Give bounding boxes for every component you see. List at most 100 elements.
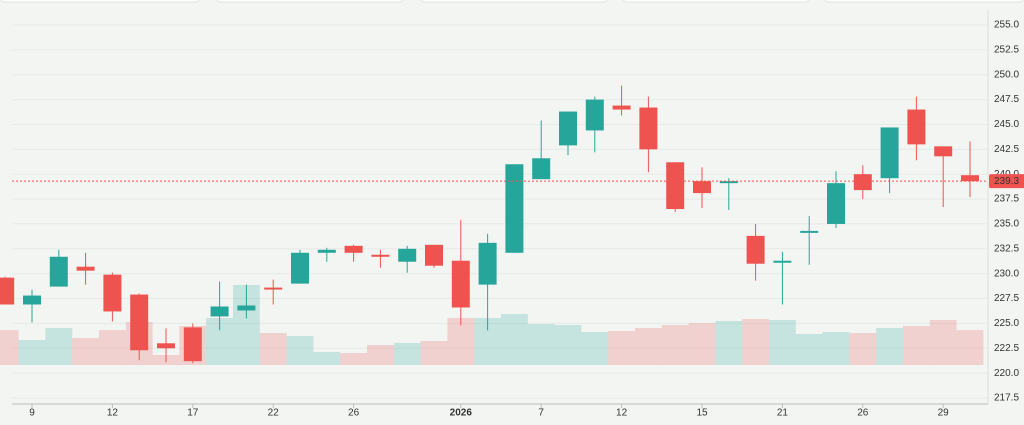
candle-body bbox=[666, 162, 685, 210]
candle-body bbox=[559, 111, 577, 146]
candle-body bbox=[210, 306, 229, 317]
top-tabs bbox=[0, 0, 1024, 3]
candle-body bbox=[183, 327, 202, 362]
candle-layer bbox=[0, 85, 979, 364]
candle-body bbox=[934, 146, 953, 157]
candle-body bbox=[532, 158, 551, 180]
volume-bar bbox=[822, 332, 850, 365]
y-tick-label: 255.0 bbox=[994, 20, 1019, 31]
candle-body bbox=[827, 183, 845, 224]
volume-bar bbox=[72, 338, 99, 365]
candle-body bbox=[478, 242, 497, 285]
candle-body bbox=[451, 260, 470, 308]
candle-body bbox=[505, 164, 524, 253]
volume-bar bbox=[929, 320, 957, 365]
x-tick-label: 15 bbox=[696, 408, 708, 419]
y-tick-label: 242.5 bbox=[994, 144, 1019, 155]
x-tick-label: 9 bbox=[29, 408, 35, 419]
y-tick-label: 250.0 bbox=[994, 69, 1019, 80]
volume-bar bbox=[18, 340, 46, 365]
x-tick-label: 7 bbox=[538, 408, 544, 419]
candle-body bbox=[157, 343, 175, 349]
volume-bar bbox=[0, 330, 19, 365]
volume-bar bbox=[340, 353, 367, 365]
y-tick-label: 222.5 bbox=[994, 343, 1019, 354]
y-tick-label: 232.5 bbox=[994, 243, 1019, 254]
x-tick-label: 17 bbox=[187, 408, 199, 419]
axes: 217.5 220.0 222.5 225.0 227.5 230.0 232.5 235.0… bbox=[12, 20, 1024, 419]
volume-bar bbox=[876, 328, 903, 365]
candle-body bbox=[291, 252, 309, 284]
volume-bar bbox=[420, 341, 448, 365]
candle-body bbox=[693, 181, 711, 194]
candle-body bbox=[76, 266, 95, 271]
volume-bar bbox=[688, 323, 716, 365]
y-tick-label: 237.5 bbox=[994, 194, 1019, 205]
candle-body bbox=[746, 235, 765, 264]
volume-layer bbox=[0, 285, 984, 365]
x-tick-label: 29 bbox=[938, 408, 950, 419]
x-tick-label: 26 bbox=[857, 408, 869, 419]
candle-body bbox=[130, 294, 149, 351]
volume-bar bbox=[313, 352, 341, 365]
candle-body bbox=[237, 305, 256, 311]
y-tick-label: 225.0 bbox=[994, 318, 1019, 329]
volume-bar bbox=[608, 331, 635, 365]
candle-body bbox=[612, 105, 631, 110]
volume-bar bbox=[635, 328, 662, 365]
x-tick-label: 12 bbox=[107, 408, 119, 419]
y-tick-label: 235.0 bbox=[994, 219, 1019, 230]
last-price-label: 239.3 bbox=[994, 176, 1019, 187]
candle-body bbox=[880, 127, 899, 179]
volume-bar bbox=[769, 320, 796, 365]
y-tick-label: 227.5 bbox=[994, 293, 1019, 304]
x-tick-label: 12 bbox=[616, 408, 628, 419]
volume-bar bbox=[447, 318, 475, 365]
candle-body bbox=[800, 230, 819, 233]
y-tick-label: 252.5 bbox=[994, 45, 1019, 56]
candle-body bbox=[398, 248, 417, 262]
candle-body bbox=[23, 295, 41, 305]
candle-body bbox=[719, 181, 738, 184]
candle-body bbox=[317, 249, 336, 253]
x-tick-label: 2026 bbox=[450, 408, 473, 419]
last-price-box bbox=[989, 174, 1024, 189]
candle-body bbox=[773, 260, 792, 263]
volume-bar bbox=[527, 324, 555, 365]
volume-bar bbox=[45, 328, 73, 365]
volume-bar bbox=[393, 343, 421, 365]
volume-bar bbox=[715, 321, 743, 365]
grid bbox=[12, 24, 988, 399]
volume-bar bbox=[795, 334, 823, 365]
candle-body bbox=[639, 107, 658, 150]
volume-bar bbox=[849, 333, 877, 365]
volume-bar bbox=[367, 345, 394, 365]
volume-bar bbox=[99, 330, 126, 365]
candle-body bbox=[907, 109, 926, 145]
volume-bar bbox=[742, 319, 769, 365]
volume-bar bbox=[286, 336, 314, 365]
candle-body bbox=[853, 174, 872, 191]
candle-body bbox=[371, 254, 390, 257]
volume-bar bbox=[661, 325, 689, 365]
volume-bar bbox=[956, 330, 984, 365]
y-tick-label: 217.5 bbox=[994, 393, 1019, 404]
y-tick-label: 247.5 bbox=[994, 94, 1019, 105]
candle-body bbox=[264, 287, 283, 290]
x-tick-label: 26 bbox=[348, 408, 360, 419]
candle-body bbox=[0, 277, 15, 305]
volume-bar bbox=[581, 332, 609, 365]
x-tick-label: 21 bbox=[777, 408, 789, 419]
candle-body bbox=[103, 274, 122, 312]
candle-body bbox=[49, 256, 68, 287]
candle-body bbox=[344, 245, 363, 253]
volume-bar bbox=[501, 314, 528, 365]
y-tick-label: 245.0 bbox=[994, 119, 1019, 130]
candle-body bbox=[961, 175, 979, 182]
candle-body bbox=[585, 99, 604, 131]
x-tick-label: 22 bbox=[268, 408, 280, 419]
volume-bar bbox=[554, 325, 582, 365]
volume-bar bbox=[259, 333, 287, 365]
y-tick-label: 220.0 bbox=[994, 368, 1019, 379]
